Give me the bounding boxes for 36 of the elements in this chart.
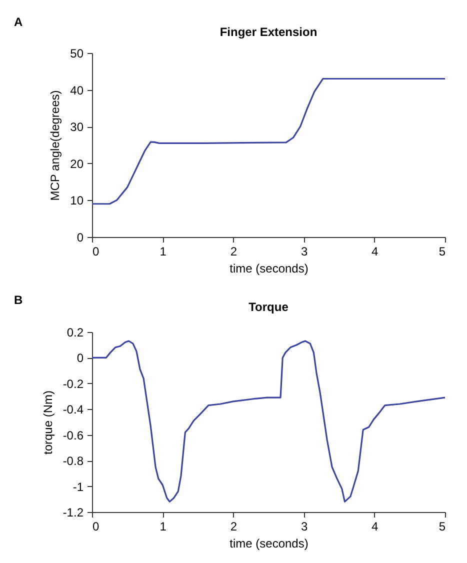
y-tick-label: -0.2 [62,376,84,391]
x-tick-label: 4 [372,244,379,258]
y-tick-label: 0 [76,351,84,366]
line-series [92,78,445,205]
x-tick-label: 5 [438,244,446,258]
x-tick-label: 0 [92,520,100,534]
y-tick-label: 50 [70,46,84,60]
y-tick-label: 10 [70,194,84,208]
y-tick-label: 30 [70,120,84,134]
x-tick-label: 2 [230,520,238,534]
chart-title: Finger Extension [220,25,318,39]
y-tick-label: -0.6 [62,428,84,442]
x-tick-label: 0 [92,244,100,258]
text: B [14,293,23,307]
y-axis-title: torque (Nm) [40,390,55,455]
x-tick-label: 4 [372,520,379,534]
y-tick-label: 20 [70,156,84,171]
x-tick-label: 5 [438,520,446,534]
x-axis-title: time (seconds) [230,536,308,550]
y-axis-title: MCP angle(degrees) [48,90,62,201]
y-tick-label: 0.2 [66,326,84,340]
x-axis-title: time (seconds) [230,262,308,276]
y-tick-label: 0 [76,230,84,244]
y-tick-label: -1.2 [62,506,84,520]
y-tick-label: 40 [70,83,84,98]
x-tick-label: 3 [300,520,308,534]
x-tick-label: 1 [160,244,167,258]
y-tick-label: -1 [72,480,84,494]
x-tick-label: 1 [160,520,167,534]
text: A [14,15,23,29]
y-tick-label: -0.4 [62,402,84,417]
y-tick-label: -0.8 [62,454,84,468]
x-tick-label: 2 [230,244,238,258]
line-series [92,340,445,503]
chart-title: Torque [248,300,289,314]
x-tick-label: 3 [300,244,308,258]
